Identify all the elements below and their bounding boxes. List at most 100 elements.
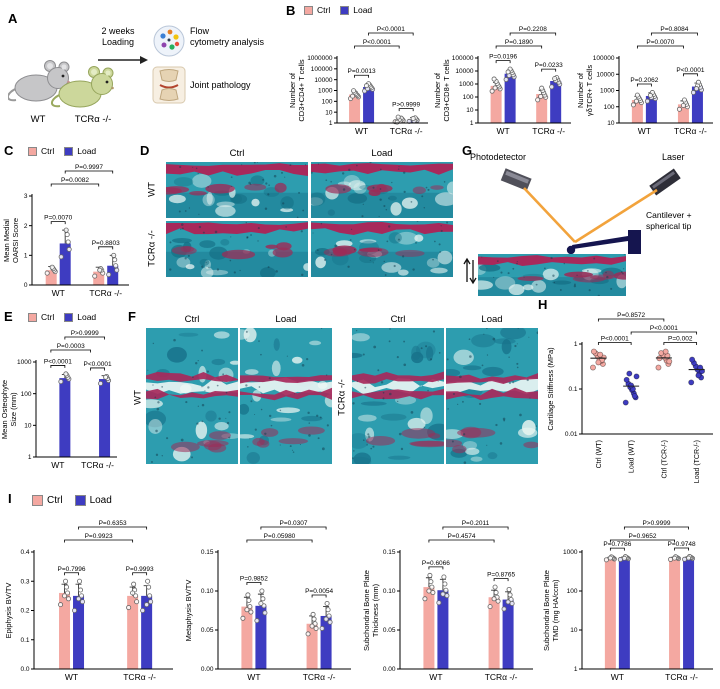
d-col-ctrl: Ctrl xyxy=(229,148,245,159)
bar xyxy=(107,265,119,285)
svg-text:P=0.6353: P=0.6353 xyxy=(99,520,127,527)
panel-f-label: F xyxy=(128,309,136,324)
svg-text:WT: WT xyxy=(51,460,64,470)
legend-load-label: Load xyxy=(77,312,97,322)
svg-text:10: 10 xyxy=(466,107,474,114)
svg-text:Mean Medial: Mean Medial xyxy=(2,219,11,262)
wt-mouse xyxy=(8,60,70,102)
bar xyxy=(645,95,657,123)
legend-load-label: Load xyxy=(353,5,373,15)
svg-text:1: 1 xyxy=(470,120,474,127)
load-swatch xyxy=(74,495,86,506)
ctrl-swatch xyxy=(32,495,43,506)
chart-e: 1 10 100 1000 Mean Osteophyte Size (mm) WT TCRα… xyxy=(0,330,117,470)
svg-text:Ctrl (WT): Ctrl (WT) xyxy=(596,440,603,468)
bar xyxy=(255,605,267,669)
svg-text:0.10: 0.10 xyxy=(383,588,396,595)
svg-text:TCRα -/-: TCRα -/- xyxy=(390,126,423,136)
histology-f-tcr-load xyxy=(446,328,538,464)
svg-text:P>0.9999: P>0.9999 xyxy=(71,330,99,337)
panel-g-label: G xyxy=(462,143,473,158)
bar xyxy=(502,599,514,669)
loading-caption-line2: Loading xyxy=(101,36,135,47)
svg-text:P=0.6066: P=0.6066 xyxy=(422,560,450,567)
svg-text:10: 10 xyxy=(570,627,578,634)
svg-text:P=0.9997: P=0.9997 xyxy=(75,164,103,171)
svg-text:P=0.2062: P=0.2062 xyxy=(630,77,658,84)
bar xyxy=(488,597,500,669)
chart-i4: 1 10 100 1000 Subchondral Bone Plate TMD (mg … xyxy=(542,520,713,682)
svg-text:0: 0 xyxy=(24,282,28,289)
svg-text:Thickness (mm): Thickness (mm) xyxy=(371,583,380,637)
chart-b1: 1 10 100 1000 10000 100000 1000000 Number of CD3… xyxy=(288,26,428,136)
bar xyxy=(504,73,516,123)
chart-i1: 0.0 0.1 0.2 0.3 0.4 Epiphysis BV/TV WT TCRα -/-… xyxy=(4,520,173,682)
svg-text:100: 100 xyxy=(21,391,32,398)
reflected-beam xyxy=(523,187,576,243)
tcr-mouse-label: TCRα -/- xyxy=(74,114,112,125)
svg-text:100: 100 xyxy=(322,99,333,106)
svg-text:1000: 1000 xyxy=(318,88,333,95)
svg-text:WT: WT xyxy=(52,288,65,298)
svg-text:0.10: 0.10 xyxy=(201,588,214,595)
svg-text:OARSI Score: OARSI Score xyxy=(11,218,20,263)
svg-text:0.15: 0.15 xyxy=(201,549,214,556)
svg-text:0.01: 0.01 xyxy=(565,431,578,438)
svg-text:100000: 100000 xyxy=(311,66,333,73)
cantilever-label-line1: Cantilever + xyxy=(646,210,692,220)
tcr-mouse xyxy=(51,66,114,108)
svg-text:WT: WT xyxy=(497,126,510,136)
panel-i-label: I xyxy=(8,491,12,506)
svg-text:0.1: 0.1 xyxy=(20,637,29,644)
svg-text:TCRα -/-: TCRα -/- xyxy=(674,126,707,136)
d-row-tcr: TCRα -/- xyxy=(146,230,158,267)
flow-cytometry-icon xyxy=(153,25,185,57)
svg-text:TCRα -/-: TCRα -/- xyxy=(303,672,336,682)
svg-text:P=0.8572: P=0.8572 xyxy=(617,312,645,319)
svg-text:P<0.0001: P<0.0001 xyxy=(650,325,678,332)
f-col-1: Ctrl xyxy=(184,314,200,325)
legend-e: Ctrl Load xyxy=(28,312,96,322)
indentation-arrows-icon xyxy=(463,257,477,285)
bar xyxy=(306,623,318,669)
bar xyxy=(73,595,85,669)
svg-text:WT: WT xyxy=(65,672,78,682)
histology-d-wt-ctrl xyxy=(166,162,308,218)
svg-text:WT: WT xyxy=(247,672,260,682)
svg-text:TMD (mg HA/ccm): TMD (mg HA/ccm) xyxy=(551,579,560,642)
svg-text:P=0.7786: P=0.7786 xyxy=(603,541,631,548)
svg-text:TCRα -/-: TCRα -/- xyxy=(665,672,698,682)
bar xyxy=(363,87,375,123)
spherical-tip xyxy=(566,245,576,255)
bar xyxy=(550,81,562,123)
svg-text:Ctrl (TCR-/-): Ctrl (TCR-/-) xyxy=(661,440,668,479)
svg-text:P=0.0082: P=0.0082 xyxy=(61,177,89,184)
svg-text:10: 10 xyxy=(607,120,615,127)
svg-text:0.0: 0.0 xyxy=(20,666,29,673)
svg-text:1000: 1000 xyxy=(459,81,474,88)
svg-text:0.05: 0.05 xyxy=(201,627,214,634)
legend-load-label: Load xyxy=(89,495,112,506)
panel-c-label: C xyxy=(4,143,14,158)
svg-text:0.3: 0.3 xyxy=(20,578,29,585)
svg-text:10000: 10000 xyxy=(314,77,332,84)
svg-text:P=0.0196: P=0.0196 xyxy=(489,54,517,61)
panel-d-label: D xyxy=(140,143,150,158)
svg-text:1: 1 xyxy=(574,666,578,673)
svg-text:P=0.9748: P=0.9748 xyxy=(668,541,696,548)
svg-text:TCRα -/-: TCRα -/- xyxy=(123,672,156,682)
panel-b-label: B xyxy=(286,3,296,18)
joint-caption: Joint pathology xyxy=(190,80,251,90)
laser-label: Laser xyxy=(662,152,685,162)
bar xyxy=(490,85,502,123)
svg-text:P<0.0001: P<0.0001 xyxy=(84,361,112,368)
f-col-3: Ctrl xyxy=(390,314,406,325)
joint-pathology-icon xyxy=(152,66,186,104)
svg-text:100: 100 xyxy=(567,588,578,595)
svg-text:Load (WT): Load (WT) xyxy=(629,440,636,473)
d-row-wt: WT xyxy=(146,182,158,197)
bar xyxy=(536,94,548,123)
svg-text:P<0.0001: P<0.0001 xyxy=(44,358,72,365)
svg-text:Number of: Number of xyxy=(576,72,585,108)
